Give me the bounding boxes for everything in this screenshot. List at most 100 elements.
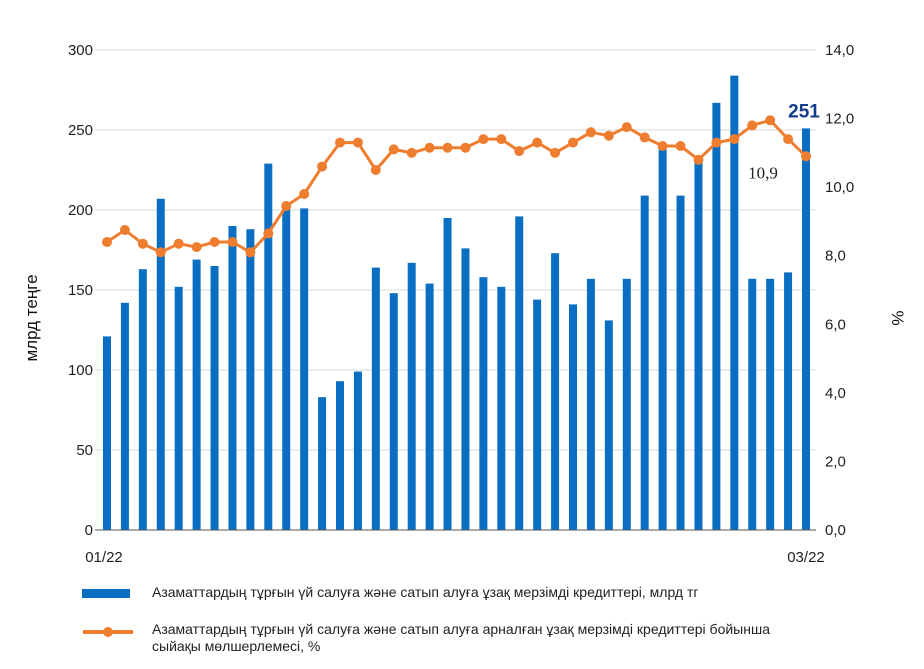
legend-line-swatch <box>83 627 133 637</box>
right-axis-ticks: 0,0 2,0 4,0 6,0 8,0 10,0 12,0 14,0 <box>825 42 854 539</box>
line-point <box>783 134 794 145</box>
left-tick-label: 150 <box>68 282 93 299</box>
bar <box>497 286 506 530</box>
bar <box>407 262 416 530</box>
bar <box>604 320 613 530</box>
line-point <box>621 122 632 133</box>
bar-value-annotation: 251 <box>788 101 820 122</box>
annotations: 251 10,9 <box>748 101 820 182</box>
line-value-annotation: 10,9 <box>748 163 778 182</box>
bar <box>479 277 488 530</box>
bar <box>425 283 434 530</box>
right-tick-label: 12,0 <box>825 111 854 128</box>
line-point <box>460 142 471 153</box>
line-point <box>711 137 722 148</box>
bar <box>748 278 757 530</box>
gridlines <box>95 49 816 451</box>
bar <box>389 293 398 530</box>
right-tick-label: 4,0 <box>825 385 846 402</box>
bar <box>533 299 542 530</box>
rate-line <box>106 118 808 254</box>
bar <box>318 397 327 530</box>
bar <box>192 259 201 530</box>
line-point <box>209 237 220 247</box>
bar <box>264 163 273 530</box>
bar <box>282 205 291 530</box>
line-point <box>478 134 489 145</box>
line-point <box>191 242 202 253</box>
line-point <box>299 189 310 199</box>
bar-series <box>103 75 810 531</box>
left-tick-label: 50 <box>76 442 93 459</box>
line-point <box>801 151 811 162</box>
legend-bar-swatch <box>82 589 130 598</box>
line-point <box>693 154 704 165</box>
line-point <box>442 142 453 153</box>
left-tick-label: 0 <box>85 522 93 539</box>
bar <box>676 195 685 530</box>
x-tick-last: 03/22 <box>787 549 825 566</box>
line-point <box>281 201 292 211</box>
line-point <box>765 115 776 126</box>
right-tick-label: 14,0 <box>825 42 854 59</box>
line-series <box>102 115 811 258</box>
bar <box>712 102 721 531</box>
left-tick-label: 100 <box>68 362 93 379</box>
bar <box>766 278 775 530</box>
line-point <box>155 247 166 258</box>
bar <box>300 208 309 530</box>
line-point <box>568 137 578 148</box>
line-point <box>603 130 614 141</box>
right-tick-label: 2,0 <box>825 453 846 470</box>
line-point <box>102 237 112 247</box>
line-point <box>657 141 668 151</box>
bar <box>569 304 577 530</box>
right-tick-label: 10,0 <box>825 179 854 196</box>
left-tick-label: 250 <box>68 122 93 139</box>
bar <box>461 248 470 530</box>
line-point <box>550 147 561 158</box>
line-point <box>227 237 238 247</box>
right-axis-title: % <box>888 310 907 325</box>
line-point <box>496 134 507 145</box>
legend-bar-label: Азаматтардың тұрғын үй салуға және сатып… <box>152 584 699 600</box>
line-point <box>317 161 328 172</box>
line-point <box>137 238 148 249</box>
bar <box>694 158 703 531</box>
right-tick-label: 8,0 <box>825 248 846 265</box>
x-tick-first: 01/22 <box>85 549 123 566</box>
line-point <box>388 144 399 155</box>
bar <box>156 198 165 531</box>
line-point <box>119 225 130 235</box>
bar <box>515 216 524 530</box>
line-point <box>747 120 758 131</box>
bar <box>802 128 810 530</box>
line-point <box>335 137 345 148</box>
bar <box>640 195 649 530</box>
bar <box>103 336 111 530</box>
bar <box>246 229 255 530</box>
line-point <box>406 147 417 158</box>
line-point <box>352 137 363 148</box>
bar <box>353 371 362 530</box>
bar <box>730 75 739 530</box>
left-axis-ticks: 0 50 100 150 200 250 300 <box>68 42 93 539</box>
left-tick-label: 300 <box>68 42 93 59</box>
left-axis-title: млрд теңге <box>22 274 41 361</box>
legend-line-label: Азаматтардың тұрғын үй салуға және сатып… <box>152 621 770 654</box>
bar <box>622 278 631 530</box>
bar <box>120 302 129 530</box>
bar <box>228 226 237 530</box>
bar <box>336 381 344 530</box>
line-point <box>245 247 256 258</box>
bar <box>138 269 147 530</box>
bar <box>210 266 219 530</box>
line-point <box>585 127 596 138</box>
right-tick-label: 0,0 <box>825 522 846 539</box>
bar <box>658 149 667 530</box>
line-point <box>639 132 650 143</box>
bar <box>174 286 183 530</box>
line-point <box>263 228 274 239</box>
line-point <box>729 134 740 145</box>
